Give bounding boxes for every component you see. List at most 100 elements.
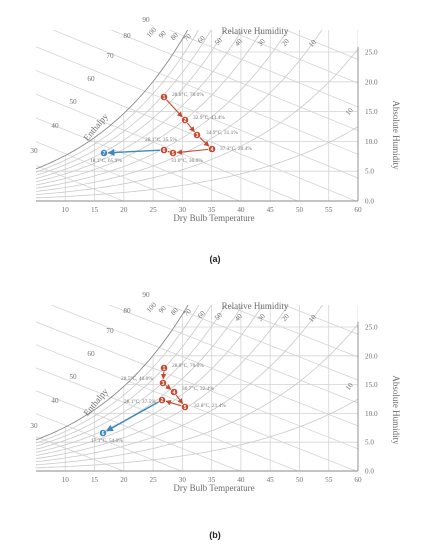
- rh-curve: [36, 305, 323, 463]
- y-tick-label: 25.0: [365, 324, 378, 332]
- x-tick-label: 15: [91, 206, 99, 214]
- enthalpy-line: [226, 30, 358, 84]
- enthalpy-tick-label: 80: [123, 307, 131, 315]
- process-arrow: [165, 400, 182, 407]
- state-point-6: 617.1°C, 54.6%: [91, 429, 123, 444]
- state-point-marker: [208, 145, 216, 153]
- y-axis-label: Absolute Humidity: [391, 375, 401, 445]
- y-tick-label: 10.0: [365, 410, 378, 418]
- rh-curve: [36, 305, 189, 441]
- state-point-3: 3 34.9°C, 31.1%: [193, 129, 238, 139]
- x-tick-label: 20: [120, 476, 128, 484]
- figure-caption: (b): [209, 530, 221, 540]
- x-tick-label: 40: [237, 206, 245, 214]
- rh-curve: [36, 126, 358, 199]
- enthalpy-tick-label: 40: [51, 122, 59, 130]
- rh-tick-label: 10: [307, 38, 318, 49]
- x-tick-label: 10: [62, 476, 70, 484]
- rh-curve: [36, 30, 212, 176]
- enthalpy-line: [108, 305, 358, 404]
- state-point-label: 18.1°C, 65.9%: [90, 157, 122, 164]
- process-arrow: [199, 137, 210, 147]
- process-arrow: [165, 384, 172, 390]
- rh-10-label: 10: [344, 106, 355, 117]
- enthalpy-tick-label: 80: [123, 32, 131, 40]
- state-point-label: 37.3°C, 20.4%: [220, 145, 252, 152]
- rh-tick-label: 40: [233, 312, 244, 323]
- x-tick-label: 45: [267, 206, 275, 214]
- rh-tick-label: 90: [157, 29, 168, 40]
- enthalpy-tick-label: 60: [87, 75, 95, 83]
- enthalpy-line: [52, 30, 358, 155]
- rh-tick-label: 50: [213, 36, 224, 47]
- rh-tick-label: 20: [280, 312, 291, 323]
- rh-tick-label: 60: [196, 34, 207, 45]
- enthalpy-tick-label: 30: [30, 147, 38, 155]
- state-point-marker: [160, 364, 168, 372]
- enthalpy-tick-label: 90: [142, 291, 150, 299]
- rh-curve: [36, 305, 200, 444]
- y-tick-label: 25.0: [365, 49, 378, 57]
- rh-tick-label: 70: [182, 32, 193, 43]
- x-tick-label: 55: [325, 476, 333, 484]
- enthalpy-tick-label: 50: [69, 98, 77, 106]
- y-tick-label: 20.0: [365, 352, 378, 360]
- enthalpy-tick-label: 40: [51, 397, 59, 405]
- process-arrow: [176, 148, 209, 155]
- rh-tick-label: 60: [196, 309, 207, 320]
- x-tick-label: 30: [179, 206, 187, 214]
- x-axis-label: Dry Bulb Temperature: [173, 483, 254, 493]
- rh-title: Relative Humidity: [222, 26, 289, 36]
- state-point-2: 2 28.1°C, 37.5%: [124, 396, 166, 405]
- rh-tick-label: 90: [157, 304, 168, 315]
- state-point-label: 34.9°C, 31.1%: [206, 129, 238, 136]
- x-tick-label: 35: [208, 476, 216, 484]
- state-point-number: 5: [184, 405, 187, 411]
- enthalpy-line: [224, 305, 358, 358]
- enthalpy-line: [36, 46, 358, 179]
- state-point-label: 30.7°C, 32.4%: [182, 385, 214, 392]
- state-point-marker: [99, 429, 107, 437]
- state-point-marker: [181, 403, 189, 411]
- state-point-6: 6 28.1°C, 35.5%: [145, 136, 177, 154]
- x-tick-label: 50: [296, 206, 304, 214]
- state-point-marker: [100, 149, 108, 157]
- y-tick-label: 5.0: [365, 439, 374, 447]
- x-axis-label: Dry Bulb Temperature: [173, 213, 254, 223]
- process-arrow: [186, 122, 195, 133]
- state-point-label: 28.8°C, 70.0%: [172, 362, 204, 369]
- rh-curve: [36, 30, 323, 192]
- state-point-label: 28.5°C, 46.0%: [121, 375, 153, 382]
- enthalpy-line: [110, 30, 358, 132]
- rh-curve: [36, 305, 264, 456]
- state-point-label: 32.9°C, 43.4%: [193, 114, 225, 121]
- x-tick-label: 50: [296, 476, 304, 484]
- rh-tick-label: 20: [280, 37, 291, 48]
- y-tick-label: 15.0: [365, 108, 378, 116]
- rh-tick-label: 40: [233, 37, 244, 48]
- x-tick-label: 25: [149, 476, 157, 484]
- state-point-number: 3: [196, 133, 199, 139]
- rh-tick-label: 80: [169, 31, 180, 42]
- enthalpy-line: [36, 390, 240, 471]
- process-arrow: [107, 148, 161, 156]
- rh-tick-label: 10: [307, 313, 318, 324]
- x-tick-label: 45: [267, 476, 275, 484]
- rh-curve: [36, 48, 358, 195]
- enthalpy-line: [282, 305, 358, 335]
- x-tick-label: 30: [179, 476, 187, 484]
- enthalpy-line: [36, 367, 298, 471]
- process-arrow: [105, 401, 160, 432]
- x-tick-label: 40: [237, 476, 245, 484]
- state-point-label: 31.0°C, 30.0%: [171, 157, 203, 164]
- x-tick-label: 20: [120, 206, 128, 214]
- process-arrow: [166, 99, 183, 118]
- y-tick-label: 0.0: [365, 468, 374, 476]
- state-point-number: 4: [211, 147, 214, 153]
- rh-curve: [36, 30, 289, 189]
- state-point-marker: [160, 146, 168, 154]
- state-point-4: 4 37.3°C, 20.4%: [208, 145, 252, 153]
- y-tick-label: 10.0: [365, 138, 378, 146]
